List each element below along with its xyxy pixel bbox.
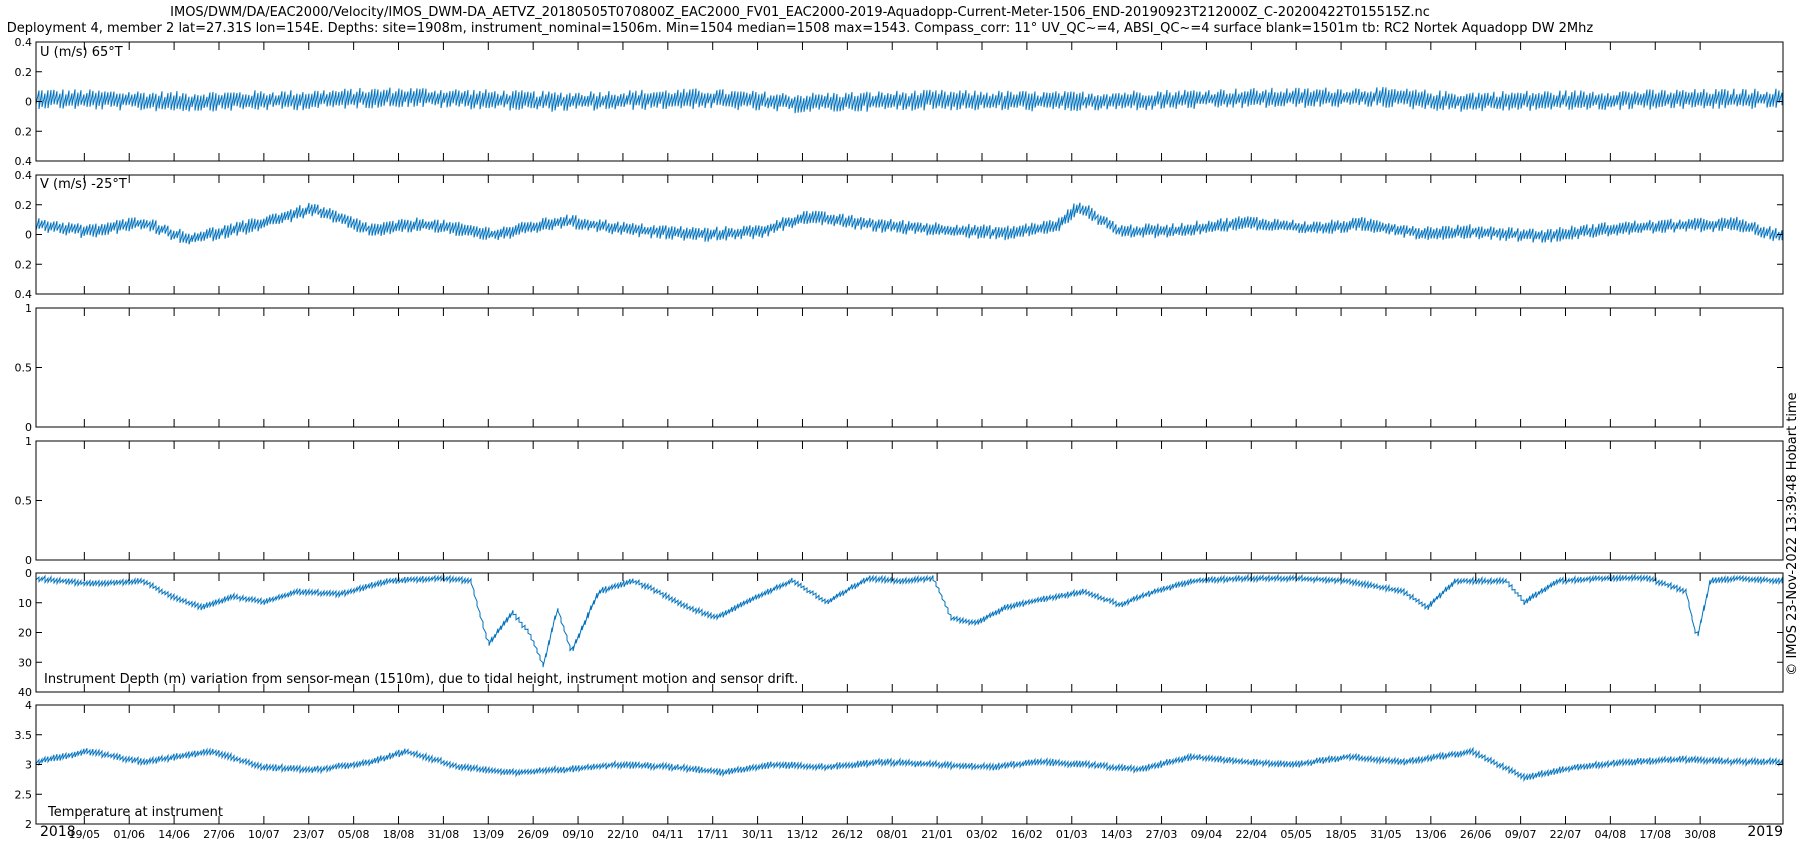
x-tick-label: 17/11	[697, 828, 729, 841]
y-tick-label: 0	[25, 96, 32, 109]
x-tick-label: 09/10	[562, 828, 594, 841]
y-tick-label: 3.5	[15, 729, 33, 742]
x-tick-label: 14/06	[158, 828, 190, 841]
x-tick-label: 04/11	[652, 828, 684, 841]
y-tick-label: 2	[25, 818, 32, 831]
axes-box	[35, 440, 1784, 561]
panel-label: U (m/s) 65°T	[40, 45, 123, 60]
y-tick-label: 0	[25, 421, 32, 434]
panel-label: V (m/s) -25°T	[40, 177, 127, 192]
y-tick-label: 0.4	[15, 169, 33, 182]
y-tick-label: 0.5	[15, 495, 33, 508]
y-tick-label: 1	[25, 302, 32, 315]
x-axis-start-year: 2018	[40, 824, 76, 840]
copyright-side-label: © IMOS 23-Nov-2022 13:39:48 Hobart time	[1785, 392, 1800, 675]
x-tick-label: 26/06	[1460, 828, 1492, 841]
y-tick-label: 1	[25, 435, 32, 448]
x-tick-label: 21/01	[921, 828, 953, 841]
x-tick-label: 27/03	[1146, 828, 1178, 841]
x-tick-label: 31/05	[1370, 828, 1402, 841]
x-tick-label: 13/06	[1415, 828, 1447, 841]
chart-panel-2: 0.4 0.2 0 0.2 0.4 V (m/s) -25°T	[15, 169, 1784, 301]
y-tick-label: 2.5	[15, 788, 33, 801]
y-tick-label: 0.2	[15, 66, 33, 79]
y-tick-label: 4	[25, 699, 32, 712]
y-tick-label: 0.2	[15, 125, 33, 138]
y-tick-label: 0	[25, 567, 32, 580]
x-axis-labels: 19/05 01/06 14/06 27/06 10/07 23/07 05/08 18/08…	[40, 824, 1783, 841]
x-tick-label: 22/04	[1235, 828, 1267, 841]
x-tick-label: 14/03	[1101, 828, 1133, 841]
x-tick-label: 01/06	[113, 828, 145, 841]
x-tick-label: 13/12	[787, 828, 819, 841]
y-tick-label: 0.5	[15, 362, 33, 375]
x-tick-label: 03/02	[966, 828, 998, 841]
chart-panel-5: 0 10 20 30 40 Instrument Depth (m) variation …	[18, 567, 1784, 699]
x-tick-label: 26/09	[517, 828, 549, 841]
panel-label: Temperature at instrument	[47, 805, 223, 820]
x-tick-label: 10/07	[248, 828, 280, 841]
y-tick-label: 40	[18, 686, 32, 699]
x-tick-label: 27/06	[203, 828, 235, 841]
x-tick-label: 17/08	[1639, 828, 1671, 841]
x-tick-label: 31/08	[428, 828, 460, 841]
x-tick-label: 22/10	[607, 828, 639, 841]
x-tick-label: 09/04	[1191, 828, 1223, 841]
y-tick-label: 30	[18, 656, 32, 669]
chart-panel-1: 0.4 0.2 0 0.2 0.4 U (m/s) 65°T	[15, 36, 1784, 168]
x-tick-label: 08/01	[876, 828, 908, 841]
x-tick-label: 18/05	[1325, 828, 1357, 841]
y-tick-label: 3	[25, 759, 32, 772]
data-series-line	[35, 202, 1783, 245]
x-tick-label: 13/09	[472, 828, 504, 841]
x-tick-label: 16/02	[1011, 828, 1043, 841]
y-tick-label: 0.4	[15, 288, 33, 301]
data-series-line	[35, 87, 1783, 114]
x-tick-label: 19/05	[68, 828, 100, 841]
y-tick-label: 0	[25, 554, 32, 567]
chart-panel-4: 10.50	[15, 435, 1784, 567]
y-tick-label: 20	[18, 627, 32, 640]
x-tick-label: 30/11	[742, 828, 774, 841]
y-tick-label: 0.4	[15, 36, 33, 49]
data-series-line	[35, 573, 1783, 668]
y-tick-label: 0.4	[15, 155, 33, 168]
y-tick-label: 0	[25, 229, 32, 242]
x-tick-label: 26/12	[832, 828, 864, 841]
chart-panel-6: 4 3.5 3 2.5 2 Temperature at instrument	[15, 699, 1784, 831]
x-tick-label: 01/03	[1056, 828, 1088, 841]
chart-panel-3: 10.50	[15, 302, 1784, 434]
x-axis-end-year: 2019	[1747, 824, 1783, 840]
y-tick-label: 0.2	[15, 258, 33, 271]
x-tick-label: 22/07	[1550, 828, 1582, 841]
data-series-line	[35, 746, 1783, 783]
panel-label: Instrument Depth (m) variation from sens…	[44, 672, 798, 687]
x-tick-label: 05/08	[338, 828, 370, 841]
figure-title-line1: IMOS/DWM/DA/EAC2000/Velocity/IMOS_DWM-DA…	[170, 5, 1430, 20]
figure-title-line2: Deployment 4, member 2 lat=27.31S lon=15…	[6, 21, 1594, 36]
x-tick-label: 30/08	[1684, 828, 1716, 841]
axes-box	[35, 307, 1784, 428]
x-tick-label: 09/07	[1505, 828, 1537, 841]
y-tick-label: 0.2	[15, 199, 33, 212]
y-tick-label: 10	[18, 597, 32, 610]
x-tick-label: 04/08	[1595, 828, 1627, 841]
x-tick-label: 18/08	[383, 828, 415, 841]
x-tick-label: 05/05	[1280, 828, 1312, 841]
x-tick-label: 23/07	[293, 828, 325, 841]
